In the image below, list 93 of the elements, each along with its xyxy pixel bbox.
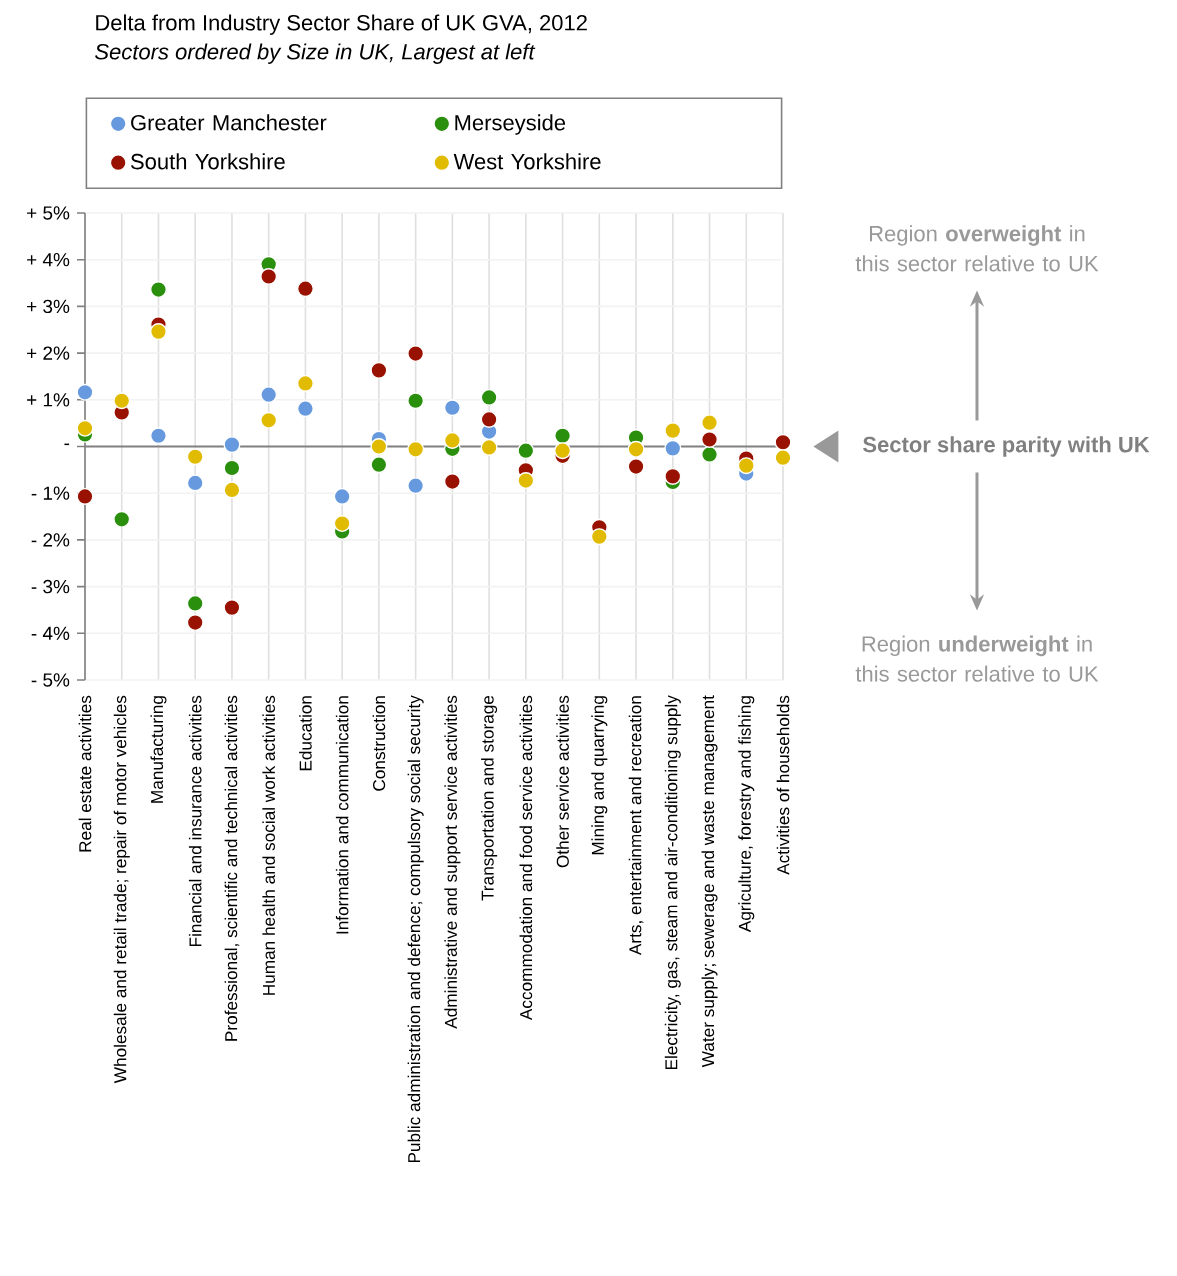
point: [186, 474, 204, 492]
x-tick-label: Accommodation and food service activities: [519, 695, 533, 1021]
y-tick-label: + 2%: [27, 346, 70, 360]
point: [296, 400, 314, 418]
chart-subtitle: Sectors ordered by Size in UK, Largest at left: [95, 43, 536, 64]
point: [554, 442, 572, 460]
point: [296, 280, 314, 298]
point: [664, 422, 682, 440]
point: [774, 449, 792, 467]
point: [627, 458, 645, 476]
text: Region overweight in this sector relative to UK: [855, 225, 1099, 272]
point: [186, 448, 204, 466]
point: [407, 477, 425, 495]
point: [149, 281, 167, 299]
point: [370, 438, 388, 455]
point: [701, 414, 719, 432]
legend-label: Merseyside: [455, 114, 566, 135]
point: [443, 399, 461, 417]
point: [517, 472, 535, 490]
point: [480, 438, 498, 456]
point: [554, 427, 572, 445]
point: [260, 268, 278, 285]
point: [113, 392, 131, 410]
y-tick-label: + 1%: [27, 393, 70, 407]
point: [333, 487, 351, 505]
point: [149, 323, 167, 341]
point: [223, 459, 241, 477]
legend-label: West Yorkshire: [453, 153, 601, 170]
point: [443, 431, 461, 449]
y-tick-label: + 4%: [27, 253, 70, 267]
x-tick-label: Administrative and support service activities: [444, 695, 461, 1029]
x-tick-label: Information and communication: [335, 696, 349, 934]
x-tick-label: Construction: [372, 696, 386, 791]
y-tick-label: + 3%: [27, 299, 70, 314]
point: [701, 445, 719, 463]
point: [296, 374, 314, 392]
point: [480, 388, 498, 406]
point: [113, 510, 131, 528]
point: [223, 599, 241, 617]
x-tick-label: Manufacturing: [150, 696, 167, 803]
point: [480, 410, 498, 428]
point: [76, 383, 94, 401]
point: [76, 419, 94, 437]
y-tick-label: -: [64, 443, 70, 446]
point: [260, 411, 278, 429]
point: [223, 436, 241, 454]
chart-title: Delta from Industry Sector Share of UK GVA, 2012: [96, 14, 587, 35]
x-tick-label: Real estate activities: [78, 695, 92, 852]
point: [664, 439, 682, 457]
point: [407, 392, 425, 410]
point: [370, 361, 388, 379]
point: [443, 473, 461, 491]
point: [701, 430, 719, 448]
x-tick-label: Arts, entertainment and recreation: [628, 696, 644, 956]
legend-label: South Yorkshire: [131, 153, 285, 170]
x-tick-label: Wholesale and retail trade; repair of motor vehicles: [113, 695, 130, 1084]
x-tick-label: Transportation and storage: [481, 695, 498, 901]
x-tick-label: Human health and social work activities: [262, 695, 275, 995]
y-tick-label: - 5%: [31, 673, 70, 687]
x-tick-label: Public administration and defence; compulsory social security: [407, 695, 424, 1163]
point: [407, 440, 425, 458]
point: [774, 433, 792, 451]
text: Region underweight in this sector relative to UK: [855, 635, 1099, 682]
point: [333, 515, 351, 533]
point: [223, 481, 241, 499]
point: [407, 345, 425, 363]
y-tick-label: - 3%: [31, 579, 70, 594]
y-tick-label: - 4%: [31, 626, 70, 640]
x-tick-label: Activities of households: [776, 695, 790, 875]
x-tick-label: Other service activities: [556, 695, 569, 868]
point: [664, 467, 682, 485]
point: [149, 427, 167, 445]
x-tick-label: Professional, scientific and technical activities: [224, 695, 240, 1041]
point: [370, 456, 388, 474]
x-tick-label: Mining and quarrying: [591, 696, 608, 855]
point: [590, 528, 608, 546]
y-tick-label: - 1%: [31, 486, 70, 500]
point: [737, 457, 755, 475]
y-tick-label: + 5%: [27, 206, 70, 220]
point: [186, 614, 204, 632]
point: [517, 442, 535, 460]
x-tick-label: Education: [299, 696, 312, 771]
x-tick-label: Electricity, gas, steam and air-conditioning supply: [664, 695, 681, 1070]
x-tick-label: Water supply; sewerage and waste management: [701, 695, 718, 1068]
text: Sector share parity with UK: [863, 436, 1150, 457]
legend-label: Greater Manchester: [131, 114, 327, 131]
point: [627, 440, 645, 458]
x-tick-label: Financial and insurance activities: [188, 695, 202, 947]
point: [186, 594, 204, 612]
point: [260, 386, 278, 404]
y-tick-label: - 2%: [31, 533, 70, 547]
x-tick-label: Agriculture, forestry and fishing: [738, 696, 755, 933]
point: [76, 487, 94, 505]
